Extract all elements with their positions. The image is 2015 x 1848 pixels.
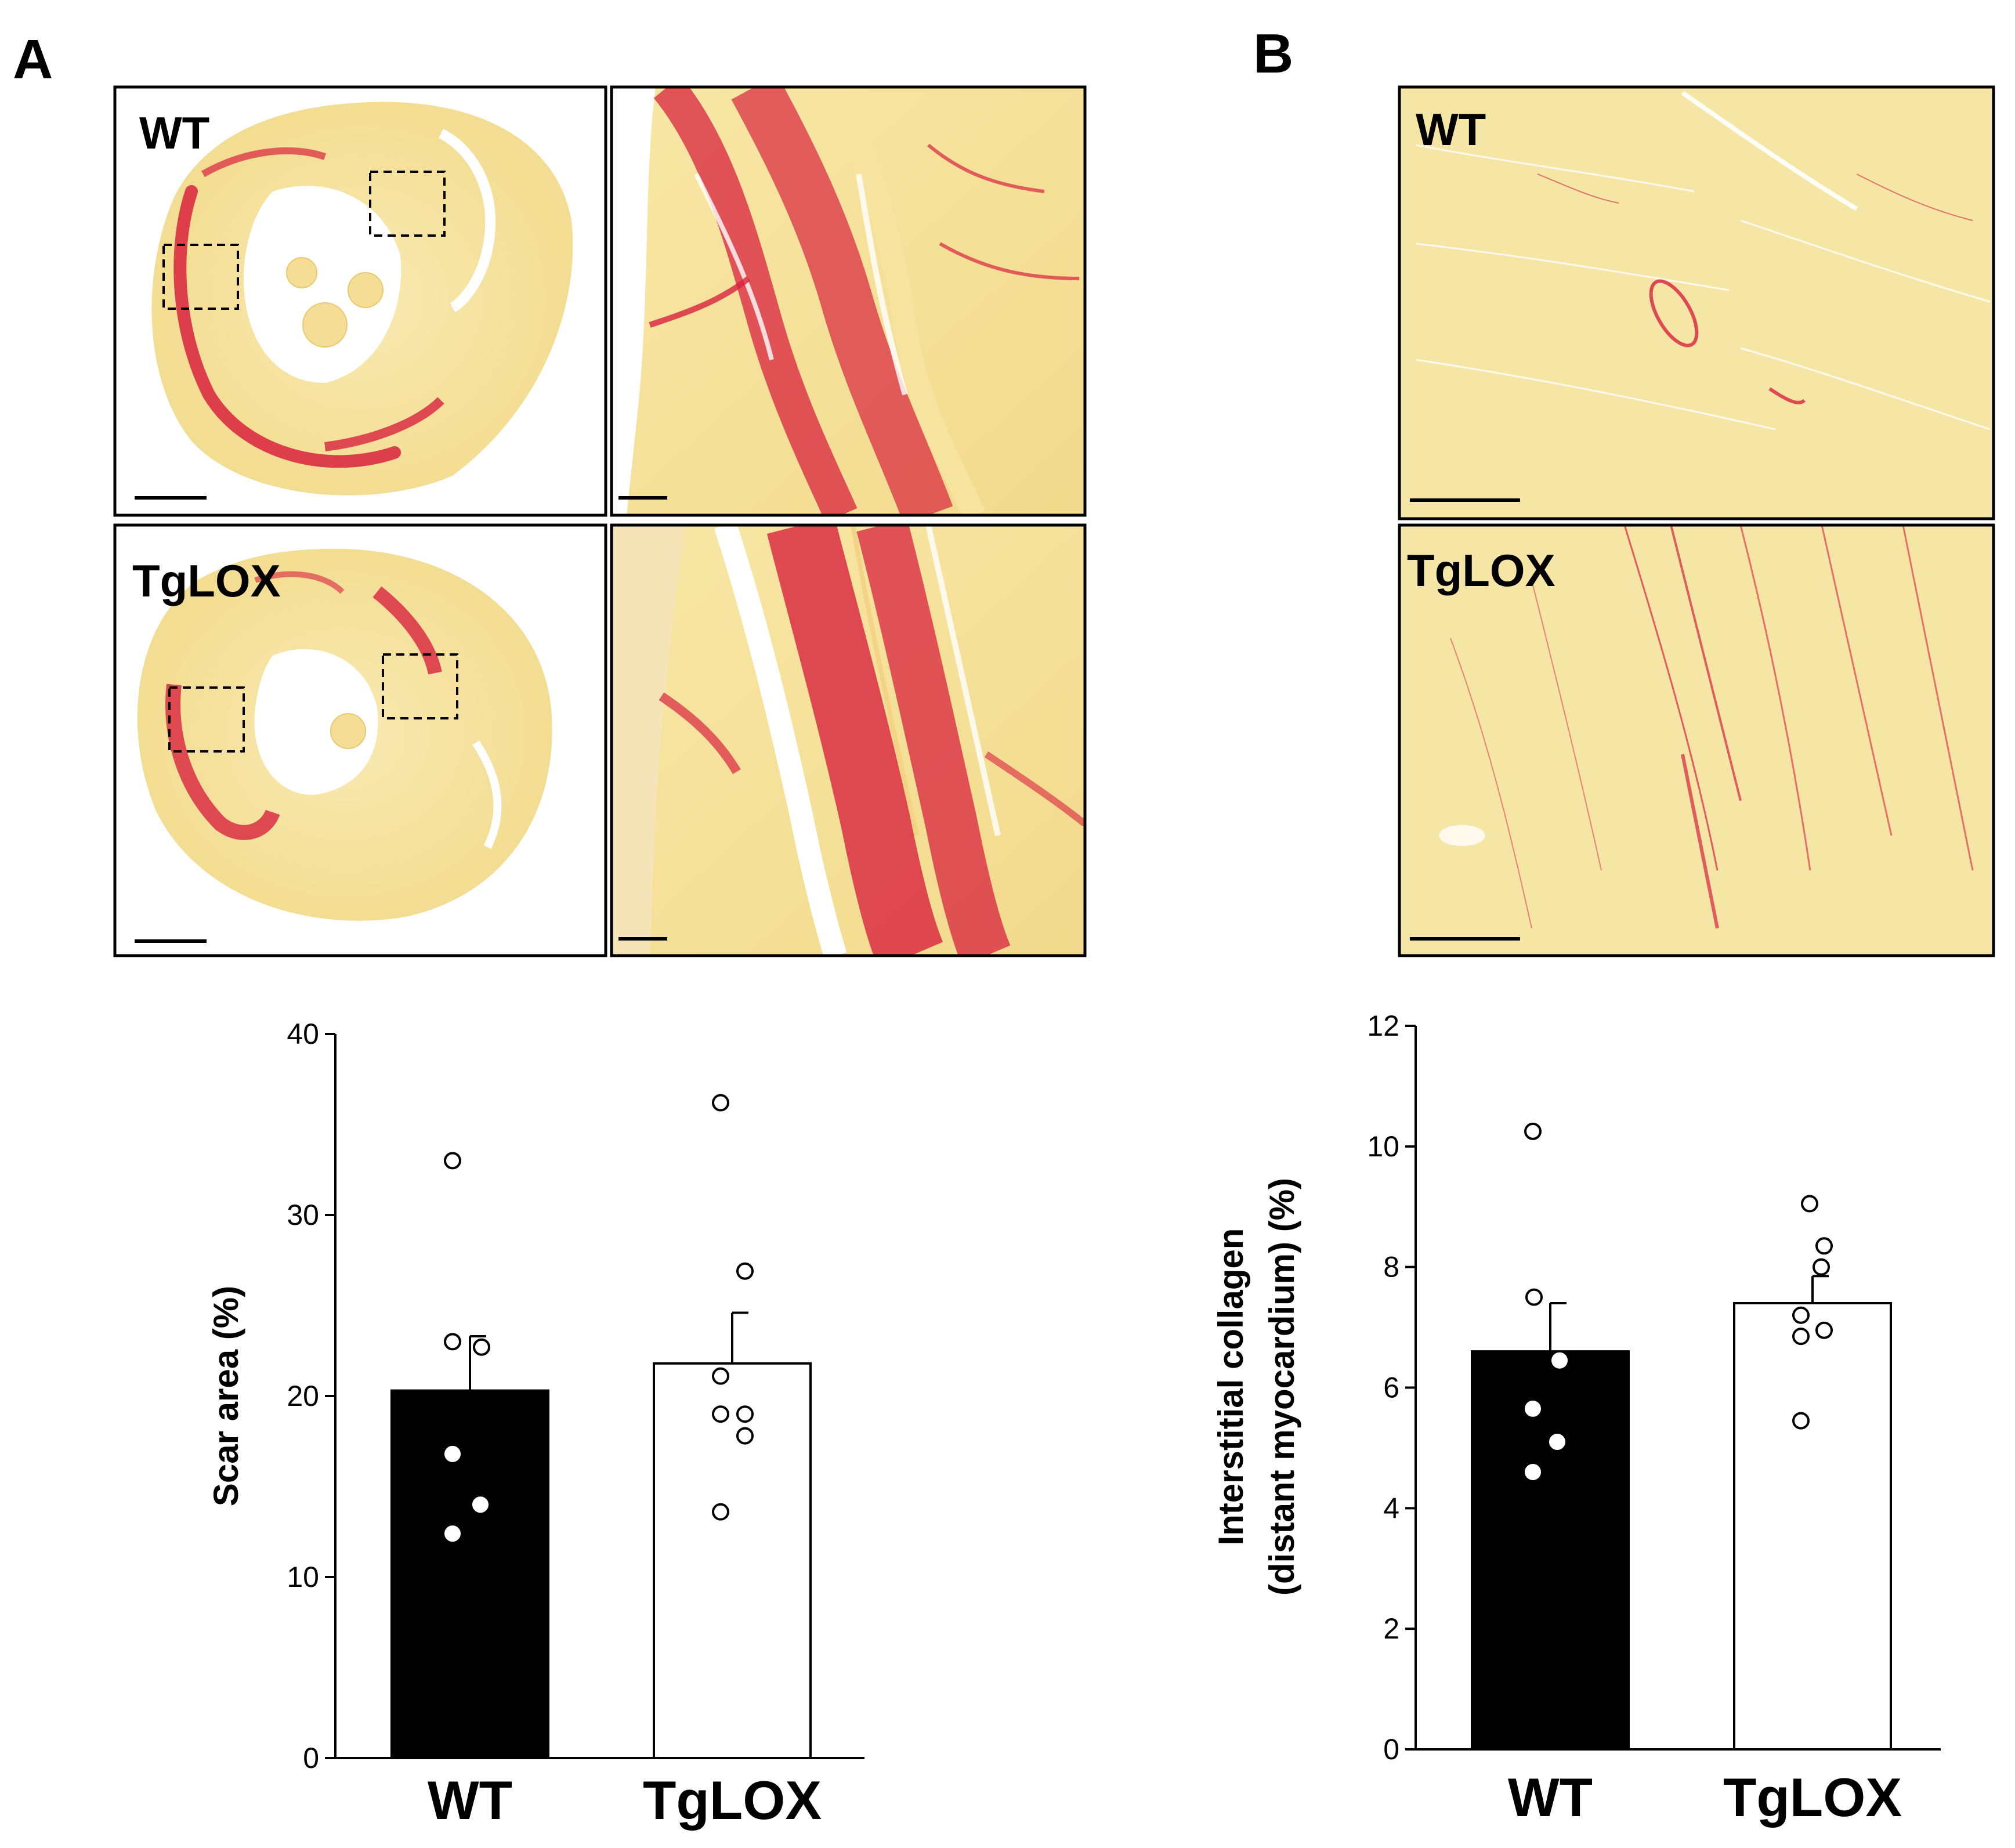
chart-b-point-wt [1525,1400,1541,1417]
micrograph-a-wt-zoom [612,87,1085,515]
chart-a-point-tglox [712,1094,729,1112]
chart-a-point-tglox [712,1367,729,1385]
chart-a-point-wt [444,1525,461,1542]
micrograph-a-tglox-zoom [612,525,1085,956]
chart-a-point-wt [472,1496,489,1513]
chart-a-point-tglox [736,1262,754,1280]
chart-b-y-axis-label: (distant myocardium) (%) [1262,1178,1301,1596]
chart-b-bar-wt [1471,1350,1630,1751]
chart-b-ytick-label: 6 [1383,1372,1399,1404]
chart-a-ytick-label: 40 [287,1018,319,1050]
chart-b-y-axis-label: Interstitial collagen [1211,1228,1250,1546]
chart-b-point-tglox [1792,1306,1810,1324]
chart-b-point-wt [1549,1434,1565,1451]
chart-b-point-tglox [1813,1258,1830,1276]
chart-a-ytick-label: 10 [287,1561,319,1593]
chart-a-point-tglox [736,1427,754,1445]
chart-a-category-tglox: TgLOX [643,1770,822,1831]
chart-b-point-wt [1525,1288,1543,1306]
chart-b-point-tglox [1801,1195,1818,1213]
chart-b-point-tglox [1792,1412,1810,1430]
chart-a-point-tglox [712,1503,729,1521]
chart-b-ytick-label: 12 [1367,1010,1399,1042]
chart-b-ytick-label: 10 [1367,1130,1399,1163]
label-b-tglox: TgLOX [1407,545,1555,596]
chart-a-point-tglox [712,1405,729,1423]
label-a-wt: WT [139,107,209,158]
chart-a-point-wt [444,1333,461,1351]
chart-a-ytick-label: 30 [287,1199,319,1231]
chart-b-ytick-label: 8 [1383,1251,1399,1283]
micrograph-b-tglox [1399,525,1994,956]
micrograph-a-wt-overview [115,87,606,515]
chart-a-point-wt [444,1445,461,1462]
chart-b-category-tglox: TgLOX [1723,1767,1902,1828]
chart-b-point-tglox [1815,1237,1833,1255]
label-a-tglox: TgLOX [132,555,281,606]
micrograph-a-tglox-overview [115,525,606,956]
chart-a-ytick-label: 0 [303,1742,319,1774]
chart-b-bar-tglox [1733,1302,1892,1751]
chart-b-ytick-label: 4 [1383,1492,1399,1524]
micrograph-b-wt [1399,87,1994,519]
panel-b-letter: B [1253,23,1293,85]
chart-a-ytick-label: 20 [287,1380,319,1412]
chart-a-category-wt: WT [428,1770,512,1831]
panel-a-letter: A [13,28,53,91]
chart-a-scar-area: 0 10 20 30 40 WT TgLOX Scar area (%) [207,1018,864,1831]
chart-a-point-wt [444,1152,461,1170]
chart-a-bar-wt [390,1389,549,1759]
chart-a-point-wt [473,1338,490,1356]
label-b-wt: WT [1416,104,1486,155]
chart-a-bar-tglox [653,1362,812,1760]
chart-a-y-axis-label: Scar area (%) [207,1286,245,1506]
chart-b-point-tglox [1792,1328,1810,1346]
chart-b-ytick-label: 2 [1383,1612,1399,1645]
chart-b-category-wt: WT [1508,1767,1593,1828]
chart-a-point-tglox [736,1405,754,1423]
chart-b-point-wt [1524,1122,1542,1140]
chart-b-interstitial-collagen: 0 2 4 6 8 10 12 WT TgLOX Interstitial collagen (di… [1211,1010,1941,1828]
chart-b-point-wt [1525,1463,1541,1480]
chart-b-ytick-label: 0 [1383,1733,1399,1766]
chart-b-point-tglox [1815,1321,1833,1339]
chart-b-point-wt [1551,1352,1568,1369]
